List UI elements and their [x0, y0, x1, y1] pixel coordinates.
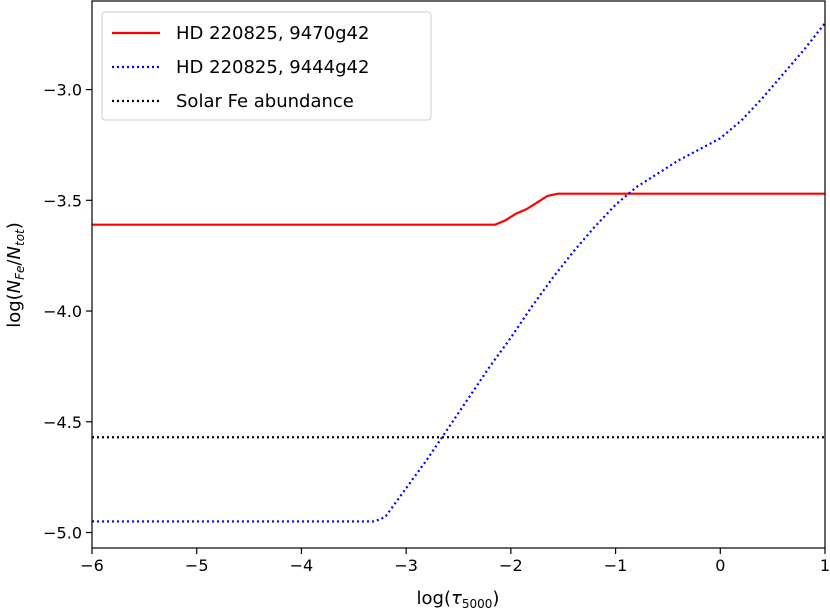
series-layer [92, 22, 826, 523]
x-tick-label: 1 [820, 556, 830, 575]
legend-box [101, 11, 432, 121]
legend: HD 220825, 9470g42 HD 220825, 9444g42 Sola… [101, 11, 432, 121]
legend-label-0: HD 220825, 9470g42 [176, 23, 369, 44]
x-axis-label: log(τ5000) [417, 588, 500, 610]
y-axis-label: log(NFe/Ntot) [4, 222, 27, 328]
y-axis: −5.0 −4.5 −4.0 −3.5 −3.0 [43, 81, 92, 542]
series-line-0 [92, 192, 825, 226]
x-tick-label: −6 [80, 556, 104, 575]
plot-frame [91, 0, 826, 549]
x-tick-label: 0 [715, 556, 725, 575]
x-tick-label: −1 [604, 556, 628, 575]
x-axis: −6 −5 −4 −3 −2 −1 0 1 [80, 548, 830, 575]
y-tick-label: −3.0 [43, 81, 82, 100]
y-tick-label: −4.5 [43, 413, 82, 432]
legend-label-1: HD 220825, 9444g42 [176, 57, 369, 78]
x-tick-label: −4 [290, 556, 314, 575]
series-line-1 [92, 22, 826, 523]
x-tick-label: −2 [499, 556, 523, 575]
x-tick-label: −3 [394, 556, 418, 575]
y-tick-label: −3.5 [43, 191, 82, 210]
legend-label-2: Solar Fe abundance [176, 91, 354, 112]
y-tick-label: −4.0 [43, 302, 82, 321]
x-tick-label: −5 [185, 556, 209, 575]
y-tick-label: −5.0 [43, 523, 82, 542]
